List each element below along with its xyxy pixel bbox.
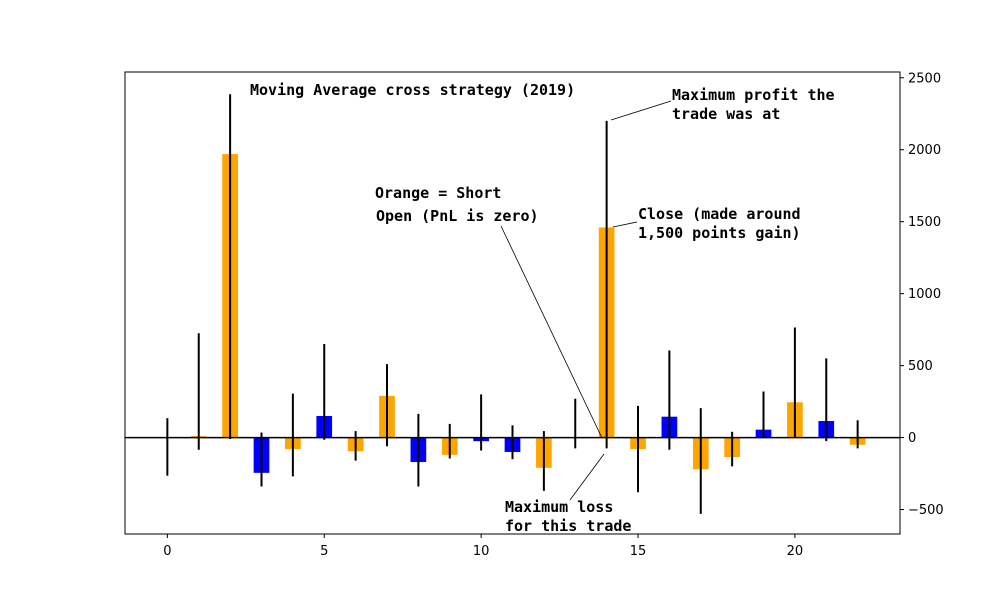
annotation-max-profit: Maximum profit the trade was at bbox=[672, 86, 844, 123]
leader-close bbox=[612, 221, 638, 228]
annotation-max-profit-line-1: Maximum profit the bbox=[672, 86, 835, 104]
y-tick-label-2500: 2500 bbox=[908, 71, 941, 86]
y-tick-label-0: 0 bbox=[908, 431, 916, 446]
chart-title: Moving Average cross strategy (2019) bbox=[250, 81, 575, 99]
plot-area bbox=[124, 71, 901, 535]
y-tick-label-1000: 1000 bbox=[908, 287, 941, 302]
annotation-leaders bbox=[500, 100, 672, 501]
x-tick-label-10: 10 bbox=[473, 544, 490, 559]
leader-max-profit bbox=[610, 100, 672, 121]
x-tick-label-20: 20 bbox=[787, 544, 804, 559]
y-tick-label-1500: 1500 bbox=[908, 215, 941, 230]
y-tick-label-2000: 2000 bbox=[908, 143, 941, 158]
annotation-max-loss: Maximum loss for this trade bbox=[505, 498, 631, 535]
leader-max-loss bbox=[569, 453, 605, 501]
annotation-close-line-1: Close (made around bbox=[638, 205, 801, 223]
annotation-legend-note: Orange = Short bbox=[375, 184, 501, 202]
y-tick-label-500: 500 bbox=[908, 359, 933, 374]
x-axis: 0 5 10 15 20 bbox=[163, 534, 803, 559]
y-axis: −500 0 500 1000 1500 2000 2500 bbox=[900, 71, 944, 518]
x-tick-label-15: 15 bbox=[630, 544, 647, 559]
ranges-layer bbox=[166, 94, 859, 514]
annotation-close-line-2: 1,500 points gain) bbox=[638, 224, 801, 242]
annotation-open: Open (PnL is zero) bbox=[376, 207, 539, 225]
y-tick-label--500: −500 bbox=[908, 503, 944, 518]
x-tick-label-5: 5 bbox=[320, 544, 328, 559]
annotation-max-loss-line-2: for this trade bbox=[505, 517, 631, 535]
annotation-close: Close (made around 1,500 points gain) bbox=[638, 205, 810, 242]
annotation-max-loss-line-1: Maximum loss bbox=[505, 498, 613, 516]
x-tick-label-0: 0 bbox=[163, 544, 171, 559]
leader-open bbox=[500, 225, 603, 439]
annotation-max-profit-line-2: trade was at bbox=[672, 105, 780, 123]
